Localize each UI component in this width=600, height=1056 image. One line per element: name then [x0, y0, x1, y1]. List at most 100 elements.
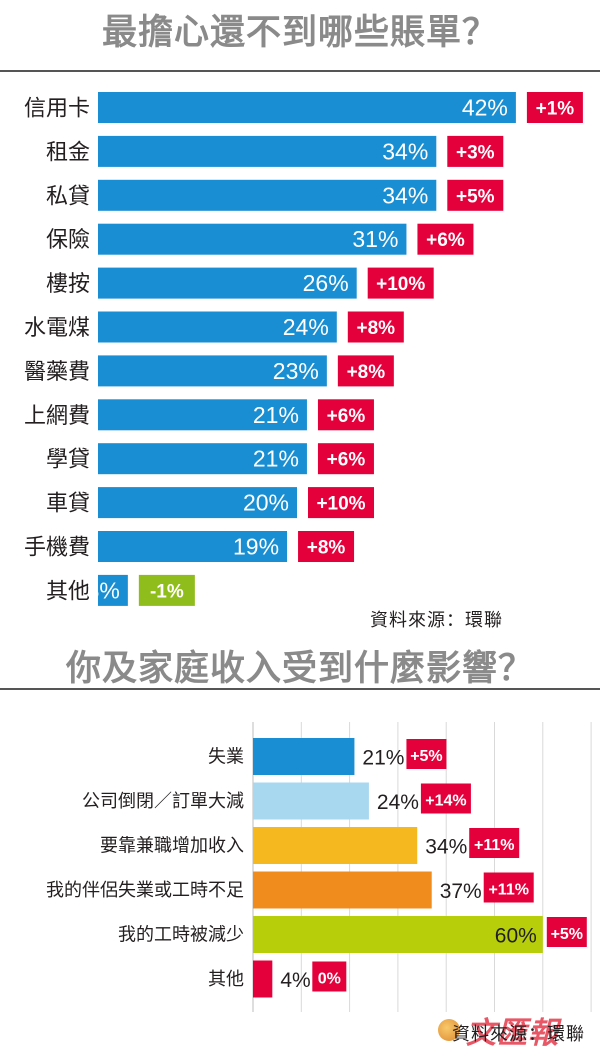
- change-badge: [526, 92, 583, 123]
- change-label: 0%: [318, 971, 341, 988]
- category-label: 其他: [208, 969, 244, 990]
- logo-wordmark: 文匯報: [466, 1016, 559, 1051]
- change-label: -1%: [150, 581, 184, 602]
- value-label: 4%: [280, 969, 310, 992]
- value-label: 26%: [303, 270, 349, 296]
- change-badge: [367, 267, 434, 299]
- category-label: 上網費: [24, 404, 90, 429]
- bar: [98, 531, 288, 562]
- change-label: +11%: [488, 882, 528, 899]
- category-label: 學貸: [46, 448, 90, 473]
- change-badge: [317, 399, 374, 431]
- category-label: 水電煤: [24, 316, 90, 341]
- change-label: +5%: [551, 926, 583, 943]
- bar: [98, 311, 337, 343]
- category-label: 租金: [46, 140, 90, 165]
- bar: [253, 916, 543, 953]
- change-label: +6%: [426, 230, 465, 251]
- value-label: 31%: [352, 226, 398, 252]
- change-label: +14%: [425, 793, 466, 810]
- chart2-title: 你及家庭收入受到什麼影響？: [65, 649, 534, 689]
- value-label: 21%: [362, 747, 404, 770]
- value-label: 21%: [253, 402, 299, 428]
- change-badge: [417, 223, 474, 255]
- change-label: +6%: [327, 406, 366, 427]
- category-label: 私貸: [46, 184, 90, 209]
- bar: [253, 782, 369, 820]
- bar: [98, 487, 297, 519]
- change-badge: [298, 531, 355, 562]
- value-label: 20%: [243, 490, 289, 516]
- chart1-source: 資料來源：環聯: [370, 610, 503, 631]
- value-label: 42%: [462, 95, 508, 121]
- bar: [98, 443, 307, 475]
- change-label: +11%: [474, 837, 514, 854]
- change-label: +6%: [327, 450, 366, 471]
- bar: [98, 399, 307, 431]
- change-badge: [317, 443, 374, 475]
- change-label: +5%: [410, 748, 442, 765]
- change-badge: [406, 739, 447, 769]
- change-badge: [312, 961, 347, 992]
- change-label: +3%: [456, 142, 495, 163]
- change-badge: [308, 487, 374, 519]
- change-badge: [483, 872, 534, 903]
- chart2-title-rule: [0, 688, 600, 690]
- logo-emblem-icon: [438, 1019, 460, 1041]
- category-label: 信用卡: [24, 97, 90, 122]
- value-label: 34%: [425, 836, 467, 859]
- bar: [98, 135, 437, 167]
- bar: [98, 179, 437, 211]
- value-label: 24%: [283, 314, 329, 340]
- chart1-title-rule: [0, 70, 600, 72]
- change-badge: [420, 783, 471, 814]
- category-label: 我的工時被減少: [118, 925, 244, 946]
- category-label: 醫藥費: [24, 360, 90, 385]
- value-label: 3%: [87, 577, 120, 603]
- change-label: +8%: [307, 538, 346, 559]
- category-label: 要靠兼職增加收入: [100, 836, 244, 857]
- change-label: +10%: [376, 274, 425, 295]
- category-label: 車貸: [46, 492, 90, 517]
- change-label: +8%: [357, 318, 396, 339]
- change-badge: [447, 135, 504, 167]
- bar: [253, 871, 432, 909]
- category-label: 公司倒閉／訂單大減: [82, 791, 244, 812]
- change-badge: [546, 917, 587, 947]
- chart1-bar-chart: 信用卡 42% +1% 租金 34% +3% 私貸 34% +5% 保險 31% +6% 樓按 26% +1…: [24, 92, 583, 606]
- bar: [98, 267, 357, 299]
- chart1-title: 最擔心還不到哪些賬單？: [101, 13, 498, 53]
- bar: [253, 738, 355, 775]
- value-label: 60%: [495, 925, 537, 948]
- value-label: 34%: [382, 182, 428, 208]
- change-badge: [138, 574, 195, 606]
- newspaper-logo: 文匯報: [438, 1010, 600, 1051]
- bar: [98, 355, 327, 387]
- change-label: +8%: [347, 362, 386, 383]
- change-badge: [469, 828, 520, 858]
- bar: [98, 574, 128, 606]
- bar: [98, 223, 407, 255]
- value-label: 37%: [440, 880, 482, 903]
- value-label: 23%: [273, 358, 319, 384]
- bar: [253, 827, 418, 864]
- category-label: 失業: [208, 747, 244, 768]
- bar: [253, 960, 273, 998]
- change-badge: [347, 311, 404, 343]
- change-label: +1%: [536, 99, 575, 120]
- category-label: 保險: [46, 228, 90, 253]
- value-label: 24%: [377, 791, 419, 814]
- value-label: 19%: [233, 534, 279, 560]
- value-label: 34%: [382, 138, 428, 164]
- category-label: 其他: [46, 579, 90, 604]
- chart2-source: 資料來源：環聯: [452, 1024, 585, 1045]
- category-label: 我的伴侶失業或工時不足: [46, 880, 244, 901]
- value-label: 21%: [253, 446, 299, 472]
- change-badge: [337, 355, 394, 387]
- bar: [98, 92, 516, 123]
- category-label: 樓按: [46, 272, 90, 297]
- change-label: +10%: [316, 494, 365, 515]
- change-badge: [447, 179, 504, 211]
- change-label: +5%: [456, 186, 495, 207]
